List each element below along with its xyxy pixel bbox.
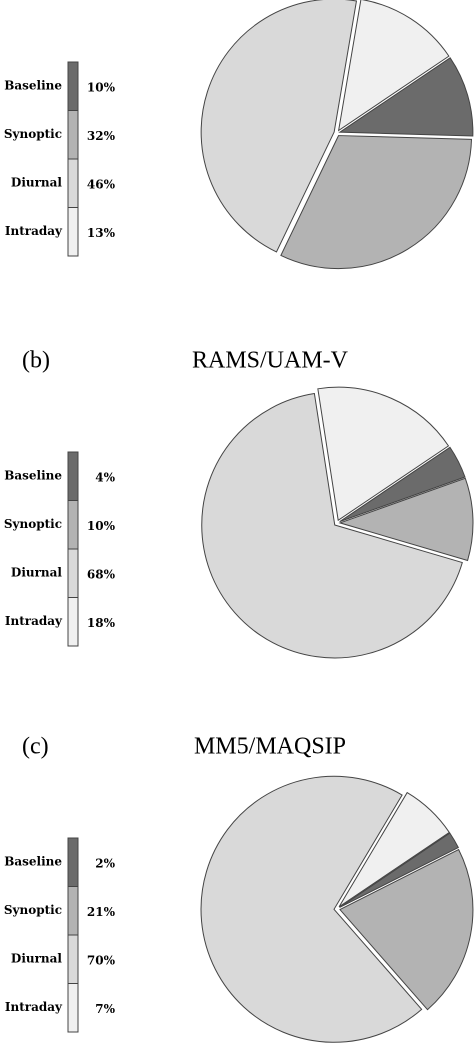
legend-value: 68% bbox=[87, 568, 116, 582]
panel-label: (c) bbox=[22, 734, 49, 760]
legend-value: 10% bbox=[87, 519, 116, 533]
legend-label: Baseline bbox=[4, 79, 62, 93]
legend-label: Synoptic bbox=[4, 517, 62, 531]
legend-value: 7% bbox=[95, 1002, 115, 1016]
legend-value: 70% bbox=[87, 954, 116, 968]
legend-swatch bbox=[67, 451, 79, 501]
pie-slice bbox=[338, 57, 474, 137]
legend-value: 32% bbox=[87, 129, 116, 143]
legend-swatch bbox=[67, 837, 79, 887]
legend-label: Intraday bbox=[5, 614, 63, 628]
legend-swatch bbox=[67, 61, 79, 111]
pie-slice bbox=[200, 0, 358, 253]
legend-swatch bbox=[67, 886, 79, 936]
legend-swatch bbox=[67, 158, 79, 208]
legend-swatch bbox=[67, 207, 79, 257]
legend-label: Diurnal bbox=[11, 566, 63, 580]
legend-swatch bbox=[67, 983, 79, 1033]
legend-label: Diurnal bbox=[11, 952, 63, 966]
chart-title: MM5/MAQSIP bbox=[194, 734, 346, 760]
pie-slice bbox=[338, 791, 451, 908]
panel-label: (b) bbox=[22, 348, 50, 374]
legend-value: 2% bbox=[95, 857, 115, 871]
legend-swatch bbox=[67, 500, 79, 550]
pie-slice bbox=[337, 0, 450, 132]
pie-slice bbox=[317, 386, 450, 522]
legend-value: 4% bbox=[95, 471, 115, 485]
legend-value: 21% bbox=[87, 905, 116, 919]
legend-value: 10% bbox=[87, 81, 116, 95]
pie-slice bbox=[201, 392, 463, 659]
pie-slice bbox=[338, 477, 474, 562]
legend-label: Intraday bbox=[5, 224, 63, 238]
legend-value: 46% bbox=[87, 178, 116, 192]
legend-label: Synoptic bbox=[4, 903, 62, 917]
legend-value: 13% bbox=[87, 226, 116, 240]
legend-swatch bbox=[67, 548, 79, 598]
pie-slice bbox=[339, 848, 474, 1011]
pie-slice bbox=[280, 135, 473, 270]
pie-slice bbox=[339, 832, 459, 908]
legend-swatch bbox=[67, 597, 79, 647]
legend-label: Diurnal bbox=[11, 176, 63, 190]
legend-swatch bbox=[67, 110, 79, 160]
legend-swatch bbox=[67, 934, 79, 984]
legend-label: Baseline bbox=[4, 469, 62, 483]
pie-slice bbox=[339, 446, 466, 523]
legend-value: 18% bbox=[87, 616, 116, 630]
chart-title: RAMS/UAM-V bbox=[192, 348, 349, 374]
legend-label: Baseline bbox=[4, 855, 62, 869]
legend-label: Synoptic bbox=[4, 127, 62, 141]
legend-label: Intraday bbox=[5, 1000, 63, 1014]
pie-slice bbox=[200, 775, 423, 1043]
